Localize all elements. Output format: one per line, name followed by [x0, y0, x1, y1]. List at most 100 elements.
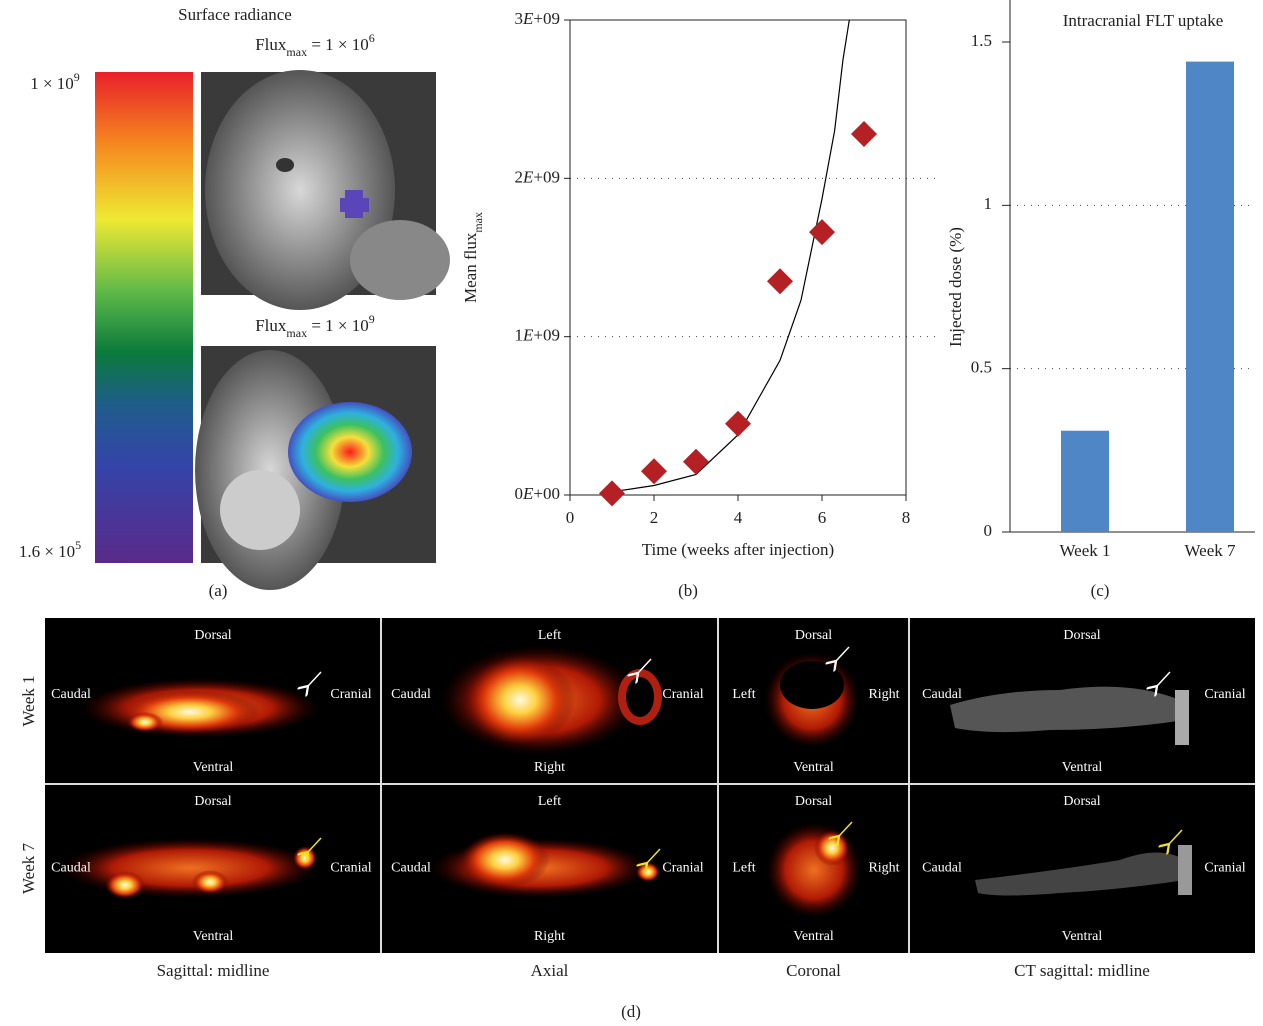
orientation-label: Ventral: [1062, 929, 1103, 944]
orientation-label: Cranial: [1204, 861, 1245, 876]
orientation-label: Left: [538, 628, 561, 643]
mouse-image: [195, 346, 436, 590]
x-tick-label: 4: [734, 508, 743, 527]
color-scale: [95, 72, 193, 563]
scan-grid: [45, 618, 1255, 953]
tick-part: E: [522, 484, 534, 503]
y-axis-label: Injected dose (%): [946, 227, 965, 347]
data-point: [641, 458, 667, 485]
scale-min-label-part: 5: [75, 538, 81, 552]
panel-caption: (c): [1091, 581, 1110, 600]
y-tick-label: 2E+09: [515, 167, 560, 186]
data-point: [809, 219, 835, 246]
orientation-label: Caudal: [922, 861, 962, 876]
orientation-label: Caudal: [391, 687, 431, 702]
y-tick-label: 1E+09: [515, 326, 560, 345]
x-tick-label: Week 7: [1184, 541, 1236, 560]
orientation-label: Cranial: [662, 687, 703, 702]
orientation-label: Caudal: [922, 687, 962, 702]
orientation-label: Right: [534, 929, 565, 944]
y-axis-label: Mean fluxmax: [461, 212, 485, 303]
orientation-label: Left: [538, 794, 561, 809]
panel-caption: (d): [621, 1002, 641, 1021]
x-axis-label: Time (weeks after injection): [642, 540, 834, 559]
bar: [1061, 430, 1109, 532]
y-tick-label: 3E+09: [515, 9, 560, 28]
data-point: [767, 268, 793, 295]
orientation-label: Ventral: [193, 929, 234, 944]
tick-part: +09: [533, 9, 560, 28]
orientation-label: Right: [868, 861, 899, 876]
panel-caption: (a): [209, 581, 228, 600]
chart-title: Intracranial FLT uptake: [1063, 11, 1224, 30]
image-label-part: max: [286, 45, 307, 59]
orientation-label: Ventral: [193, 760, 234, 775]
data-point: [851, 121, 877, 147]
row-label: Week 7: [19, 842, 38, 894]
data-point: [683, 448, 709, 475]
orientation-label: Left: [732, 861, 755, 876]
tick-part: +09: [533, 167, 560, 186]
orientation-label: Ventral: [1062, 760, 1103, 775]
mouse-image: [201, 70, 450, 310]
y-axis-label-part: max: [471, 212, 485, 233]
y-tick-label: 0.5: [971, 358, 992, 377]
tick-part: +09: [533, 326, 560, 345]
y-tick-label: 1: [984, 194, 993, 213]
image-label-part: = 1 × 10: [307, 35, 369, 54]
plot-frame: [569, 19, 907, 496]
orientation-label: Cranial: [1204, 687, 1245, 702]
tick-part: 0: [515, 484, 524, 503]
tick-part: 3: [515, 9, 524, 28]
orientation-label: Ventral: [793, 929, 834, 944]
orientation-label: Dorsal: [1063, 794, 1100, 809]
orientation-label: Dorsal: [194, 628, 231, 643]
image-label-part: 6: [369, 31, 375, 45]
x-tick-label: 2: [650, 508, 659, 527]
y-tick-label: 0: [984, 521, 993, 540]
orientation-label: Caudal: [391, 861, 431, 876]
x-tick-label: 0: [566, 508, 575, 527]
column-label: Sagittal: midline: [157, 961, 270, 980]
orientation-label: Dorsal: [795, 794, 832, 809]
tick-part: E: [522, 9, 534, 28]
orientation-label: Cranial: [330, 687, 371, 702]
bar: [1186, 61, 1234, 532]
image-label: Fluxmax = 1 × 109: [255, 312, 375, 340]
panel-title: Surface radiance: [178, 5, 292, 24]
y-axis-label-part: Mean flux: [461, 232, 480, 303]
scale-min-label-part: 1.6 × 10: [19, 542, 75, 561]
tick-part: +00: [533, 484, 560, 503]
image-label-part: 9: [369, 312, 375, 326]
tick-part: 1: [515, 326, 524, 345]
data-point: [599, 480, 625, 507]
orientation-label: Dorsal: [1063, 628, 1100, 643]
scale-max-label-part: 1 × 10: [30, 74, 74, 93]
image-label-part: = 1 × 10: [307, 316, 369, 335]
orientation-label: Left: [732, 687, 755, 702]
tick-part: E: [522, 167, 534, 186]
tick-part: 2: [515, 167, 524, 186]
column-label: Coronal: [786, 961, 841, 980]
y-tick-label: 0E+00: [515, 484, 560, 503]
data-point: [725, 410, 751, 437]
tick-part: E: [522, 326, 534, 345]
y-tick-label: 1.5: [971, 31, 992, 50]
orientation-label: Caudal: [51, 687, 91, 702]
orientation-label: Cranial: [662, 861, 703, 876]
image-label: Fluxmax = 1 × 106: [255, 31, 375, 59]
image-label-part: max: [286, 326, 307, 340]
column-label: CT sagittal: midline: [1014, 961, 1150, 980]
image-label-part: Flux: [255, 35, 287, 54]
scale-min-label: 1.6 × 105: [19, 538, 81, 561]
orientation-label: Caudal: [51, 861, 91, 876]
orientation-label: Dorsal: [194, 794, 231, 809]
fit-line: [611, 20, 850, 493]
panel-caption: (b): [678, 581, 698, 600]
scale-max-label-part: 9: [74, 70, 80, 84]
orientation-label: Ventral: [793, 760, 834, 775]
row-label: Week 1: [19, 675, 38, 726]
image-label-part: Flux: [255, 316, 287, 335]
x-tick-label: 8: [902, 508, 911, 527]
